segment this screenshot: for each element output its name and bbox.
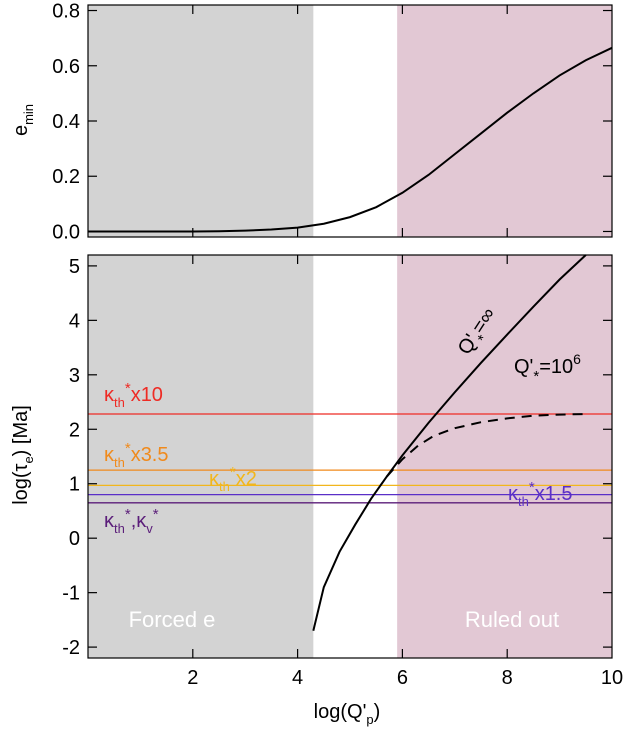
bottom-series <box>312 254 587 632</box>
bottom-ylabel-sub: e <box>21 456 36 463</box>
bottom-ytick-label-2: 0 <box>69 528 80 550</box>
top-shaded-region-0 <box>88 5 314 237</box>
bottom-ytick-label-1: -1 <box>62 583 80 605</box>
kappa-x10-sub: th <box>114 395 125 410</box>
kappa-both-label: κth*,κv* <box>104 506 159 536</box>
bottom-shaded-region-0 <box>88 255 314 658</box>
kappa-v-symbol: κ <box>136 510 147 532</box>
top-series <box>88 46 613 233</box>
xtick-label-4: 10 <box>601 667 623 689</box>
top-series-line-0 <box>88 46 613 233</box>
xlabel-main: log(Q' <box>314 701 367 723</box>
kappa-both-sub: th <box>114 521 125 536</box>
top-shaded-region-1 <box>397 5 612 237</box>
bottom-ytick-label-7: 5 <box>69 256 80 278</box>
bottom-threshold-lines <box>88 413 612 504</box>
kappa-x3p5-sub: th <box>114 455 125 470</box>
bottom-ytick-label-3: 1 <box>69 474 80 496</box>
kappa-x10-suffix: x10 <box>131 384 163 406</box>
kappa-x1p5-sub: th <box>518 494 529 509</box>
kappa-x3p5-symbol: κ <box>104 444 115 466</box>
bottom-shaded-region-1 <box>397 255 612 658</box>
kappa-x1p5-label: κth*x1.5 <box>508 479 573 509</box>
kappa-both-star: * <box>125 506 131 523</box>
kappa-both-symbol: κ <box>104 510 115 532</box>
kappa-x1p5-symbol: κ <box>508 483 519 505</box>
bottom-shaded-regions <box>88 255 612 658</box>
bottom-ylabel-end: ) [Ma] <box>10 405 32 456</box>
top-x-ticks <box>192 5 508 237</box>
kappa-x2-sub: th <box>219 479 230 494</box>
bottom-series-line-1 <box>385 413 586 478</box>
kappa-v-star: * <box>153 506 159 523</box>
top-ylabel-sub: min <box>21 104 36 125</box>
top-shaded-regions <box>88 5 612 237</box>
q-1e6-label: Q'*=106 <box>514 351 581 385</box>
top-ylabel-main: e <box>10 125 32 136</box>
xlabel-end: ) <box>374 701 381 723</box>
kappa-x3p5-label: κth*x3.5 <box>104 440 169 470</box>
bottom-plot-frame <box>87 254 613 659</box>
q-1e6-q: Q' <box>514 356 533 378</box>
top-ytick-label-0: 0.0 <box>52 221 80 243</box>
bottom-ytick-label-5: 3 <box>69 365 80 387</box>
q-1e6-sub: * <box>533 368 539 385</box>
kappa-x10-symbol: κ <box>104 384 115 406</box>
bottom-ylabel-main: log(τ <box>10 463 32 504</box>
kappa-x1p5-star: * <box>529 479 535 496</box>
top-y-axis-title: emin <box>10 104 36 136</box>
x-axis-title: log(Q'p) <box>314 701 381 727</box>
kappa-v-sub: v <box>146 521 153 536</box>
kappa-x3p5-suffix: x3.5 <box>131 444 169 466</box>
xtick-label-0: 2 <box>187 667 198 689</box>
kappa-x2-symbol: κ <box>209 468 220 490</box>
ruled-out-label: Ruled out <box>465 607 559 632</box>
bottom-ytick-label-0: -2 <box>62 637 80 659</box>
kappa-x2-label: κth*x2 <box>209 464 257 494</box>
kappa-x1p5-suffix: x1.5 <box>535 483 573 505</box>
bottom-x-ticks: 2 4 6 8 10 <box>187 255 623 689</box>
top-ytick-label-2: 0.4 <box>52 111 80 133</box>
forced-e-label: Forced e <box>129 607 216 632</box>
bottom-y-axis-title: log(τe) [Ma] <box>10 405 36 505</box>
kappa-x2-star: * <box>230 464 236 481</box>
bottom-panel: -2 -1 0 1 2 3 4 5 2 4 6 8 10 log(τe) [Ma] log(Q'p ) … <box>10 254 623 727</box>
q-1e6-eq: =10 <box>539 356 573 378</box>
top-ytick-label-1: 0.2 <box>52 166 80 188</box>
kappa-x10-star: * <box>125 380 131 397</box>
xlabel-sub: p <box>366 712 373 727</box>
top-ytick-label-3: 0.6 <box>52 56 80 78</box>
kappa-both-sep: , <box>131 510 137 532</box>
top-ytick-label-4: 0.8 <box>52 1 80 23</box>
q-1e6-exp: 6 <box>573 351 581 367</box>
kappa-x2-suffix: x2 <box>236 468 257 490</box>
top-y-ticks: 0.0 0.2 0.4 0.6 0.8 <box>52 1 612 243</box>
bottom-series-line-0 <box>312 254 587 632</box>
kappa-x3p5-star: * <box>125 440 131 457</box>
xtick-label-1: 4 <box>292 667 303 689</box>
bottom-y-ticks: -2 -1 0 1 2 3 4 5 <box>62 256 612 659</box>
bottom-ytick-label-6: 4 <box>69 310 80 332</box>
xtick-label-3: 8 <box>502 667 513 689</box>
kappa-x10-label: κth*x10 <box>104 380 163 410</box>
top-panel: 0.0 0.2 0.4 0.6 0.8 emin <box>10 1 613 243</box>
bottom-ytick-label-4: 2 <box>69 419 80 441</box>
xtick-label-2: 6 <box>397 667 408 689</box>
